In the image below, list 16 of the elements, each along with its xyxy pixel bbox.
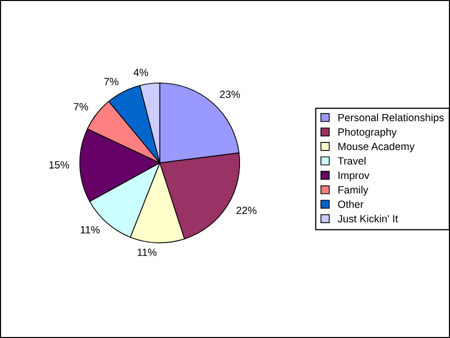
legend-label: Photography <box>338 128 397 138</box>
legend-label: Personal Relationships <box>338 114 444 124</box>
data-label: 15% <box>49 161 70 169</box>
data-label: 11% <box>80 226 100 234</box>
data-label: 7% <box>104 78 118 86</box>
data-label: 4% <box>134 68 148 76</box>
legend-label: Other <box>338 200 364 208</box>
data-label: 11% <box>138 248 157 256</box>
data-label: 7% <box>74 103 88 110</box>
data-label: 23% <box>220 90 240 98</box>
legend-label: Mouse Academy <box>338 142 415 152</box>
legend-label: Family <box>338 186 368 196</box>
legend-label: Improv <box>338 172 370 182</box>
data-label: 22% <box>236 206 256 214</box>
legend-label: Travel <box>338 156 366 165</box>
legend-label: Just Kickin' It <box>338 214 398 222</box>
